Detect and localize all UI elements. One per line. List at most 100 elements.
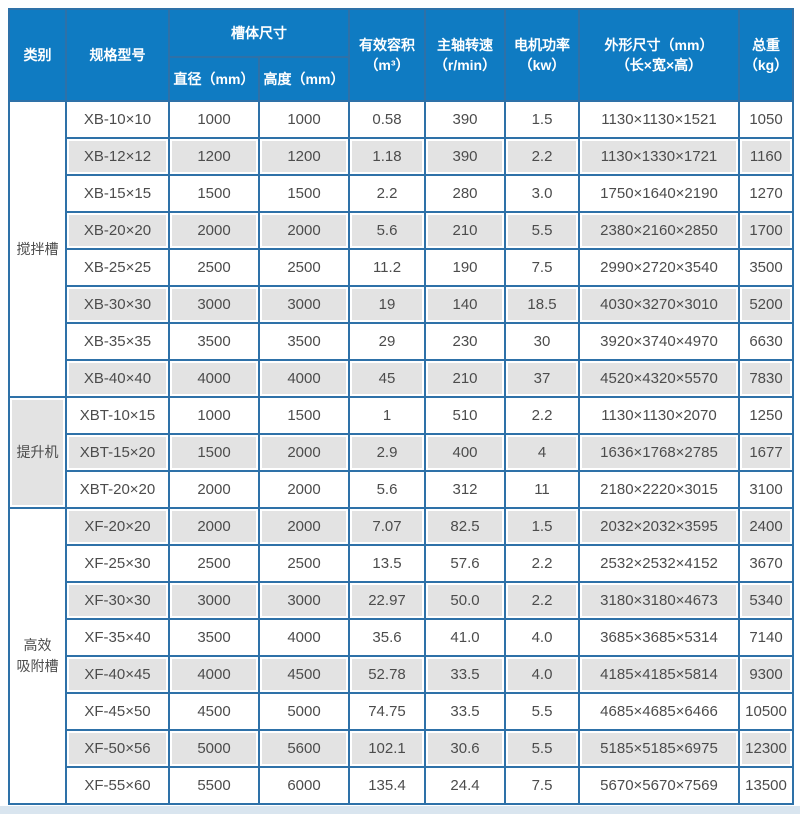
header-weight: 总重 （kg） [738,8,794,102]
model-cell: XB-40×40 [65,359,170,398]
power-cell: 37 [504,359,580,398]
dimensions-cell: 5185×5185×6975 [578,729,740,768]
weight-cell: 10500 [738,692,794,731]
table-row: XBT-15×20 1500 2000 2.9 400 4 1636×1768×2785 16… [9,433,794,472]
weight-cell: 7830 [738,359,794,398]
volume-cell: 5.6 [348,211,426,250]
header-speed: 主轴转速 （r/min） [424,8,506,102]
model-cell: XBT-20×20 [65,470,170,509]
table-row: XF-55×60 5500 6000 135.4 24.4 7.5 5670×5670×75… [9,766,794,805]
volume-cell: 135.4 [348,766,426,805]
power-cell: 3.0 [504,174,580,213]
volume-cell: 45 [348,359,426,398]
table-row: XB-40×40 4000 4000 45 210 37 4520×4320×5570 783… [9,359,794,398]
height-cell: 2500 [258,248,350,287]
height-cell: 1500 [258,174,350,213]
table-row: XB-30×30 3000 3000 19 140 18.5 4030×3270×3010 5… [9,285,794,324]
header-volume: 有效容积 （m³） [348,8,426,102]
volume-cell: 1 [348,396,426,435]
diameter-cell: 3500 [168,322,260,361]
weight-cell: 2400 [738,507,794,546]
dimensions-cell: 3180×3180×4673 [578,581,740,620]
table-row: XBT-20×20 2000 2000 5.6 312 11 2180×2220×3015 3… [9,470,794,509]
model-cell: XBT-15×20 [65,433,170,472]
diameter-cell: 2000 [168,470,260,509]
dimensions-cell: 4030×3270×3010 [578,285,740,324]
model-cell: XB-12×12 [65,137,170,176]
power-cell: 5.5 [504,692,580,731]
volume-cell: 35.6 [348,618,426,657]
power-cell: 7.5 [504,248,580,287]
model-cell: XF-25×30 [65,544,170,583]
model-cell: XF-40×45 [65,655,170,694]
height-cell: 2500 [258,544,350,583]
height-cell: 3000 [258,581,350,620]
height-cell: 2000 [258,507,350,546]
header-tank-size: 槽体尺寸 [168,8,350,58]
model-cell: XB-30×30 [65,285,170,324]
table-header: 类别 规格型号 槽体尺寸 有效容积 （m³） 主轴转速 （r/min） 电机功率… [8,8,794,102]
weight-cell: 1700 [738,211,794,250]
table-row: XF-50×56 5000 5600 102.1 30.6 5.5 5185×5185×69… [9,729,794,768]
speed-cell: 57.6 [424,544,506,583]
weight-cell: 5340 [738,581,794,620]
speed-cell: 190 [424,248,506,287]
weight-cell: 1250 [738,396,794,435]
dimensions-cell: 4185×4185×5814 [578,655,740,694]
table-row: XF-30×30 3000 3000 22.97 50.0 2.2 3180×3180×46… [9,581,794,620]
spec-table: 类别 规格型号 槽体尺寸 有效容积 （m³） 主轴转速 （r/min） 电机功率… [8,8,794,805]
volume-cell: 2.9 [348,433,426,472]
header-height: 高度（mm） [258,56,350,102]
dimensions-cell: 1130×1130×2070 [578,396,740,435]
model-cell: XBT-10×15 [65,396,170,435]
power-cell: 4 [504,433,580,472]
power-cell: 2.2 [504,581,580,620]
table-body: 搅拌槽 XB-10×10 1000 1000 0.58 390 1.5 1130×1130×1… [8,100,794,805]
table-row: XB-12×12 1200 1200 1.18 390 2.2 1130×1330×1721… [9,137,794,176]
speed-cell: 230 [424,322,506,361]
category-cell: 搅拌槽 [8,100,67,398]
power-cell: 5.5 [504,211,580,250]
speed-cell: 41.0 [424,618,506,657]
table-row: XF-25×30 2500 2500 13.5 57.6 2.2 2532×2532×415… [9,544,794,583]
model-cell: XB-10×10 [65,100,170,139]
dimensions-cell: 3685×3685×5314 [578,618,740,657]
diameter-cell: 1000 [168,100,260,139]
dimensions-cell: 1130×1330×1721 [578,137,740,176]
weight-cell: 1050 [738,100,794,139]
speed-cell: 140 [424,285,506,324]
power-cell: 1.5 [504,100,580,139]
weight-cell: 5200 [738,285,794,324]
weight-cell: 3100 [738,470,794,509]
category-cell: 高效 吸附槽 [8,507,67,805]
table-row: XB-25×25 2500 2500 11.2 190 7.5 2990×2720×3540… [9,248,794,287]
model-cell: XF-35×40 [65,618,170,657]
power-cell: 11 [504,470,580,509]
diameter-cell: 5000 [168,729,260,768]
dimensions-cell: 2380×2160×2850 [578,211,740,250]
bottom-strip [0,806,800,814]
dimensions-cell: 2032×2032×3595 [578,507,740,546]
height-cell: 5000 [258,692,350,731]
volume-cell: 1.18 [348,137,426,176]
height-cell: 1500 [258,396,350,435]
diameter-cell: 3000 [168,285,260,324]
speed-cell: 400 [424,433,506,472]
diameter-cell: 1500 [168,174,260,213]
model-cell: XB-35×35 [65,322,170,361]
power-cell: 5.5 [504,729,580,768]
dimensions-cell: 4685×4685×6466 [578,692,740,731]
volume-cell: 5.6 [348,470,426,509]
diameter-cell: 2000 [168,507,260,546]
power-cell: 2.2 [504,396,580,435]
volume-cell: 0.58 [348,100,426,139]
height-cell: 3500 [258,322,350,361]
diameter-cell: 5500 [168,766,260,805]
height-cell: 3000 [258,285,350,324]
dimensions-cell: 3920×3740×4970 [578,322,740,361]
speed-cell: 24.4 [424,766,506,805]
height-cell: 4000 [258,359,350,398]
power-cell: 1.5 [504,507,580,546]
height-cell: 1200 [258,137,350,176]
volume-cell: 11.2 [348,248,426,287]
